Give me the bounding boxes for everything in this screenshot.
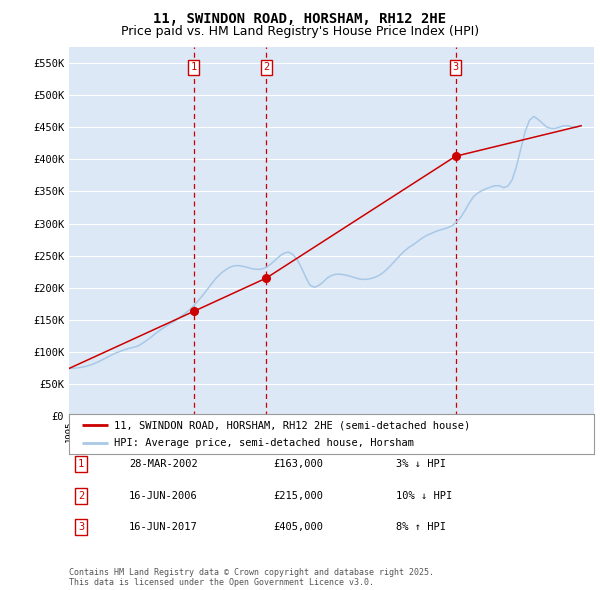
Text: 8% ↑ HPI: 8% ↑ HPI: [396, 522, 446, 532]
Text: 11, SWINDON ROAD, HORSHAM, RH12 2HE: 11, SWINDON ROAD, HORSHAM, RH12 2HE: [154, 12, 446, 26]
Text: Contains HM Land Registry data © Crown copyright and database right 2025.
This d: Contains HM Land Registry data © Crown c…: [69, 568, 434, 587]
Text: 3% ↓ HPI: 3% ↓ HPI: [396, 460, 446, 469]
Text: 16-JUN-2006: 16-JUN-2006: [129, 491, 198, 500]
Text: £163,000: £163,000: [273, 460, 323, 469]
Text: 1: 1: [78, 460, 84, 469]
Text: 3: 3: [78, 522, 84, 532]
Text: 16-JUN-2017: 16-JUN-2017: [129, 522, 198, 532]
Text: 2: 2: [78, 491, 84, 500]
Text: Price paid vs. HM Land Registry's House Price Index (HPI): Price paid vs. HM Land Registry's House …: [121, 25, 479, 38]
Text: £215,000: £215,000: [273, 491, 323, 500]
Text: 1: 1: [190, 63, 197, 73]
Text: HPI: Average price, semi-detached house, Horsham: HPI: Average price, semi-detached house,…: [113, 438, 413, 448]
Text: £405,000: £405,000: [273, 522, 323, 532]
Text: 10% ↓ HPI: 10% ↓ HPI: [396, 491, 452, 500]
Text: 3: 3: [452, 63, 459, 73]
Text: 28-MAR-2002: 28-MAR-2002: [129, 460, 198, 469]
Text: 11, SWINDON ROAD, HORSHAM, RH12 2HE (semi-detached house): 11, SWINDON ROAD, HORSHAM, RH12 2HE (sem…: [113, 420, 470, 430]
Text: 2: 2: [263, 63, 269, 73]
